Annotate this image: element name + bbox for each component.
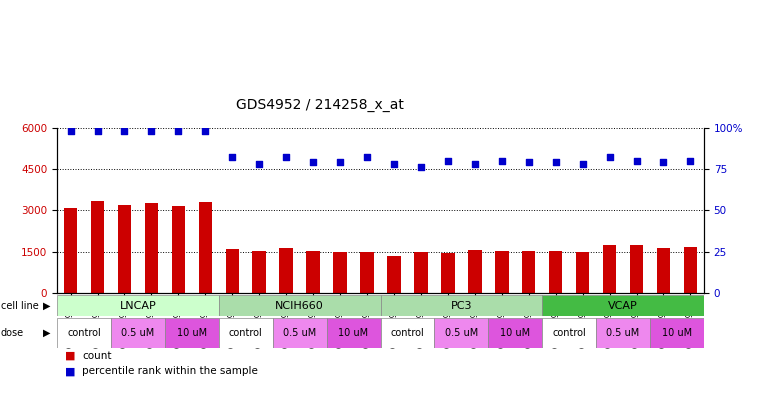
Bar bbox=[360, 252, 374, 293]
Text: VCAP: VCAP bbox=[608, 301, 638, 310]
Point bbox=[199, 128, 212, 134]
Bar bbox=[219, 318, 272, 348]
Point bbox=[388, 161, 400, 167]
Point bbox=[91, 128, 103, 134]
Point bbox=[361, 154, 373, 161]
Text: ■: ■ bbox=[65, 351, 75, 361]
Text: control: control bbox=[229, 328, 263, 338]
Text: control: control bbox=[552, 328, 586, 338]
Bar bbox=[279, 248, 293, 293]
Bar bbox=[57, 318, 111, 348]
Point bbox=[334, 159, 346, 165]
Text: control: control bbox=[67, 328, 101, 338]
Text: 0.5 uM: 0.5 uM bbox=[444, 328, 478, 338]
Text: percentile rank within the sample: percentile rank within the sample bbox=[82, 366, 258, 376]
Text: 10 uM: 10 uM bbox=[500, 328, 530, 338]
Bar bbox=[630, 244, 643, 293]
Text: 0.5 uM: 0.5 uM bbox=[607, 328, 640, 338]
Text: 10 uM: 10 uM bbox=[177, 328, 207, 338]
Text: dose: dose bbox=[1, 328, 24, 338]
Bar bbox=[441, 253, 454, 293]
Text: GDS4952 / 214258_x_at: GDS4952 / 214258_x_at bbox=[236, 98, 403, 112]
Bar bbox=[326, 318, 380, 348]
Text: LNCAP: LNCAP bbox=[119, 301, 156, 310]
Point bbox=[630, 158, 642, 164]
Point bbox=[469, 161, 481, 167]
Text: ■: ■ bbox=[65, 366, 75, 376]
Bar bbox=[172, 206, 185, 293]
Text: ▶: ▶ bbox=[43, 301, 51, 310]
Bar bbox=[272, 318, 326, 348]
Bar bbox=[543, 318, 596, 348]
Bar bbox=[380, 318, 435, 348]
Point bbox=[523, 159, 535, 165]
Bar bbox=[387, 255, 401, 293]
Text: NCIH660: NCIH660 bbox=[275, 301, 324, 310]
Bar bbox=[414, 252, 428, 293]
Text: 10 uM: 10 uM bbox=[339, 328, 368, 338]
Bar bbox=[683, 247, 697, 293]
Text: 0.5 uM: 0.5 uM bbox=[283, 328, 317, 338]
Bar bbox=[199, 202, 212, 293]
Point bbox=[549, 159, 562, 165]
Bar bbox=[165, 318, 219, 348]
Bar bbox=[57, 295, 219, 316]
Bar bbox=[111, 318, 165, 348]
Bar bbox=[64, 208, 78, 293]
Bar bbox=[549, 251, 562, 293]
Point bbox=[119, 128, 131, 134]
Bar bbox=[435, 318, 489, 348]
Point bbox=[415, 164, 427, 171]
Point bbox=[684, 158, 696, 164]
Bar bbox=[145, 204, 158, 293]
Bar bbox=[596, 318, 650, 348]
Bar bbox=[333, 252, 347, 293]
Bar bbox=[489, 318, 542, 348]
Bar bbox=[91, 200, 104, 293]
Text: control: control bbox=[390, 328, 425, 338]
Bar bbox=[522, 251, 536, 293]
Text: PC3: PC3 bbox=[451, 301, 472, 310]
Point bbox=[577, 161, 589, 167]
Bar bbox=[650, 318, 704, 348]
Point bbox=[145, 128, 158, 134]
Text: 0.5 uM: 0.5 uM bbox=[121, 328, 154, 338]
Bar bbox=[495, 251, 508, 293]
Bar bbox=[118, 205, 131, 293]
Point bbox=[253, 161, 266, 167]
Bar bbox=[468, 250, 482, 293]
Point bbox=[280, 154, 292, 161]
Point bbox=[658, 159, 670, 165]
Bar bbox=[576, 252, 589, 293]
Point bbox=[65, 128, 77, 134]
Bar bbox=[225, 249, 239, 293]
Text: ▶: ▶ bbox=[43, 328, 51, 338]
Point bbox=[603, 154, 616, 161]
Text: cell line: cell line bbox=[1, 301, 39, 310]
Point bbox=[495, 158, 508, 164]
Bar bbox=[380, 295, 542, 316]
Point bbox=[226, 154, 238, 161]
Point bbox=[307, 159, 319, 165]
Bar bbox=[253, 251, 266, 293]
Text: 10 uM: 10 uM bbox=[662, 328, 692, 338]
Bar bbox=[219, 295, 380, 316]
Text: count: count bbox=[82, 351, 112, 361]
Bar bbox=[543, 295, 704, 316]
Point bbox=[442, 158, 454, 164]
Bar bbox=[307, 251, 320, 293]
Bar bbox=[657, 248, 670, 293]
Point bbox=[172, 128, 184, 134]
Bar bbox=[603, 244, 616, 293]
